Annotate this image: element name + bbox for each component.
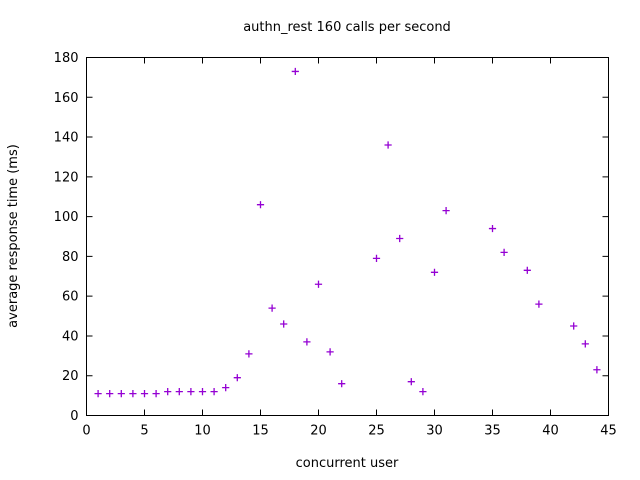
- data-point: [164, 388, 172, 396]
- y-tick-label: 60: [62, 290, 79, 305]
- data-point: [233, 374, 241, 382]
- data-point: [407, 378, 415, 386]
- y-tick-label: 120: [54, 170, 79, 185]
- y-tick-label: 80: [62, 250, 79, 265]
- data-point: [488, 224, 497, 233]
- data-point: [500, 248, 508, 257]
- plot-border: [86, 57, 609, 416]
- data-point: [338, 380, 346, 388]
- data-point: [396, 234, 404, 243]
- data-point: [175, 388, 183, 396]
- data-point: [291, 67, 299, 76]
- data-point: [581, 340, 589, 348]
- data-point: [129, 390, 137, 398]
- x-tick-label: 15: [252, 424, 269, 439]
- data-point: [268, 304, 276, 312]
- data-point: [256, 201, 265, 209]
- data-point: [535, 300, 543, 308]
- data-point: [442, 207, 450, 215]
- x-tick-label: 0: [82, 424, 90, 439]
- data-point: [106, 390, 114, 398]
- y-tick-label: 180: [54, 51, 79, 66]
- data-points: [94, 67, 601, 398]
- data-point: [430, 268, 439, 276]
- y-tick-label: 40: [62, 329, 79, 344]
- data-point: [222, 384, 230, 392]
- data-point: [593, 366, 601, 374]
- x-axis-label: concurrent user: [296, 456, 399, 471]
- x-tick-label: 5: [140, 424, 148, 439]
- data-point: [570, 322, 578, 330]
- data-point: [152, 390, 160, 398]
- y-tick-label: 160: [54, 91, 79, 106]
- x-tick-label: 40: [542, 424, 559, 439]
- chart-title: authn_rest 160 calls per second: [243, 20, 451, 35]
- y-tick-label: 140: [54, 131, 79, 146]
- data-point: [314, 280, 323, 288]
- data-point: [245, 350, 253, 358]
- x-tick-label: 45: [600, 424, 617, 439]
- data-point: [303, 338, 311, 346]
- x-tick-label: 20: [310, 424, 327, 439]
- data-point: [210, 388, 218, 396]
- data-point: [419, 388, 427, 396]
- data-point: [94, 390, 102, 398]
- data-point: [198, 388, 207, 396]
- data-point: [117, 390, 125, 398]
- data-point: [523, 266, 531, 274]
- data-point: [372, 254, 381, 262]
- x-tick-label: 35: [484, 424, 501, 439]
- x-tick-label: 25: [368, 424, 385, 439]
- data-point: [326, 348, 334, 356]
- data-point: [280, 320, 288, 328]
- x-tick-label: 30: [426, 424, 443, 439]
- x-tick-label: 10: [194, 424, 211, 439]
- data-point: [140, 390, 149, 398]
- data-point: [384, 141, 392, 149]
- axes: 0 20 40 60 80 100 120 140 160 180 0 5 10 15 20 25 30 35 40…: [54, 51, 617, 439]
- y-tick-label: 100: [54, 210, 79, 225]
- data-point: [187, 388, 195, 396]
- y-tick-label: 20: [62, 369, 79, 384]
- y-axis-label: average response time (ms): [6, 144, 21, 328]
- y-tick-label: 0: [70, 409, 78, 424]
